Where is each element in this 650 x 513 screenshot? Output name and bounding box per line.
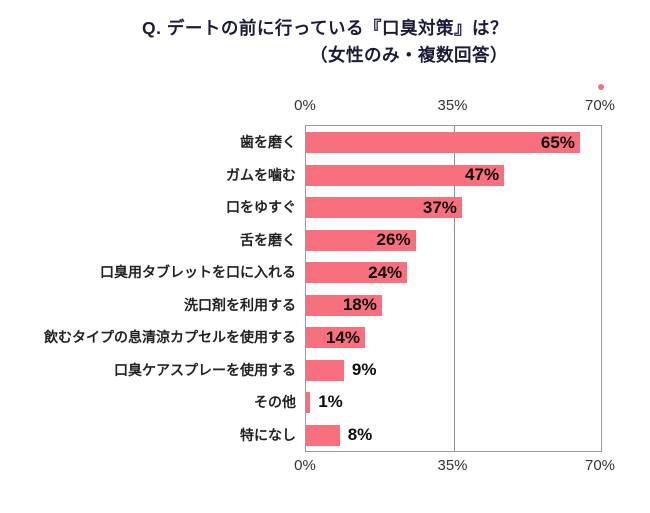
bar: 24%	[306, 262, 408, 283]
value-label: 47%	[465, 165, 500, 184]
bar	[306, 359, 344, 381]
chart-row: 特になし 8%	[240, 419, 601, 452]
category-label: 飲むタイプの息清涼カプセルを使用する	[44, 329, 296, 346]
bar: 26%	[306, 229, 416, 251]
plot-area: 歯を磨く 65% ガムを噛む 47% 口をゆすぐ 37% 舌を磨く 26% 口臭用タブレットを口…	[44, 125, 602, 452]
value-label: 18%	[342, 295, 377, 314]
chart-title: Q. デートの前に行っている『口臭対策』は？ （女性のみ・複数回答）	[142, 0, 508, 69]
category-label: 口をゆすぐ	[226, 199, 296, 216]
chart-row: 飲むタイプの息清涼カプセルを使用する 14%	[44, 321, 601, 354]
category-label: その他	[254, 394, 296, 411]
gridline-35pct	[453, 126, 455, 451]
chart-row: 口をゆすぐ 37%	[226, 191, 601, 224]
value-label: 37%	[422, 197, 457, 217]
bar-rows: 歯を磨く 65% ガムを噛む 47% 口をゆすぐ 37% 舌を磨く 26% 口臭用タブレットを口…	[44, 126, 601, 452]
x-tick-bottom-35: 35%	[437, 457, 468, 474]
chart-row: ガムを噛む 47%	[226, 159, 601, 192]
category-label: 口臭ケアスプレーを使用する	[114, 361, 296, 378]
x-tick-bottom-0: 0%	[294, 457, 316, 474]
bar	[306, 424, 340, 446]
value-label: 14%	[325, 327, 360, 347]
decorative-pink-dot	[598, 84, 604, 90]
chart-row: 口臭ケアスプレーを使用する 9%	[114, 354, 601, 387]
value-label: 1%	[318, 392, 343, 412]
chart-row: 洗口剤を利用する 18%	[184, 289, 601, 322]
chart-title-line2: （女性のみ・複数回答）	[309, 45, 508, 66]
category-label: 口臭用タブレットを口に入れる	[100, 264, 296, 281]
value-label: 24%	[368, 262, 403, 282]
chart-row: 歯を磨く 65%	[240, 126, 601, 159]
x-tick-top-70: 70%	[584, 97, 616, 114]
category-label: ガムを噛む	[226, 166, 296, 183]
x-axis-top: 0% 35% 70%	[294, 97, 615, 115]
bar: 47%	[306, 164, 505, 186]
value-label: 65%	[540, 132, 575, 152]
x-tick-top-35: 35%	[437, 97, 468, 114]
chart-row: その他 1%	[254, 386, 601, 419]
value-label: 26%	[376, 230, 411, 249]
bar: 37%	[306, 197, 462, 218]
value-label: 8%	[347, 424, 373, 444]
x-tick-top-0: 0%	[294, 97, 316, 114]
chart-row: 舌を磨く 26%	[240, 224, 601, 257]
category-label: 歯を磨く	[240, 134, 296, 151]
category-label: 特になし	[240, 426, 296, 443]
chart-title-line1: Q. デートの前に行っている『口臭対策』は？	[142, 18, 508, 38]
x-tick-bottom-70: 70%	[584, 457, 616, 474]
bar: 65%	[306, 132, 580, 153]
category-label: 舌を磨く	[240, 231, 296, 248]
x-axis-bottom: 0% 35% 70%	[294, 457, 615, 475]
bar: 18%	[306, 294, 382, 316]
bar	[306, 392, 311, 413]
value-label: 9%	[351, 359, 377, 379]
category-label: 洗口剤を利用する	[184, 296, 296, 313]
chart-row: 口臭用タブレットを口に入れる 24%	[100, 256, 601, 289]
bar: 14%	[306, 327, 365, 348]
